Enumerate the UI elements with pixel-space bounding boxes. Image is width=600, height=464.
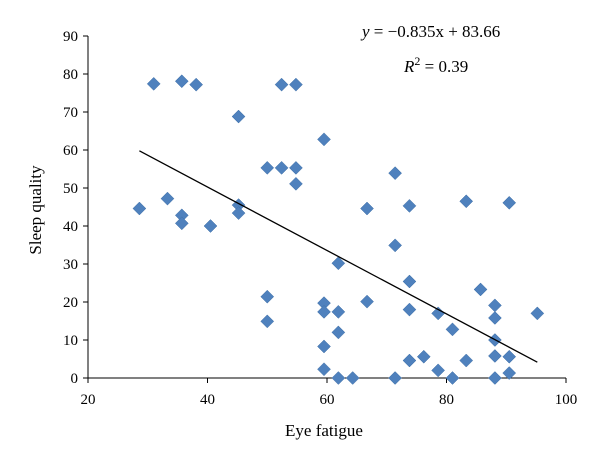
data-point: [289, 161, 303, 175]
data-point: [502, 195, 517, 210]
equation-rhs: = −0.835x + 83.66: [370, 22, 501, 41]
data-point: [331, 325, 346, 340]
data-point: [260, 161, 275, 175]
data-point: [231, 206, 246, 220]
data-point: [231, 109, 246, 124]
data-point: [260, 314, 275, 329]
x-tick-label: 100: [555, 392, 578, 408]
data-point: [345, 371, 360, 385]
data-point: [488, 371, 502, 385]
data-point: [473, 282, 488, 297]
data-point: [274, 161, 289, 175]
y-tick-label: 10: [63, 333, 78, 349]
axes: [87, 36, 566, 379]
data-point: [360, 201, 374, 216]
data-point: [502, 366, 517, 380]
y-tick-label: 70: [63, 105, 78, 121]
data-point: [331, 305, 346, 319]
y-tick-label: 60: [63, 143, 78, 159]
data-point: [416, 349, 431, 364]
y-tick-label: 80: [63, 67, 78, 83]
y-tick-label: 30: [63, 257, 78, 273]
data-point: [317, 132, 331, 147]
data-point: [260, 289, 275, 304]
y-tick-label: 20: [63, 295, 78, 311]
data-point: [459, 194, 474, 209]
r-squared-value: = 0.39: [420, 57, 468, 76]
data-point: [360, 294, 374, 309]
trendline: [139, 150, 538, 363]
data-point: [274, 77, 289, 92]
equation-lhs: y: [360, 22, 370, 41]
data-point: [402, 302, 417, 317]
data-point: [530, 306, 545, 321]
r-squared-label: R2 = 0.39: [403, 54, 468, 76]
data-point: [445, 371, 460, 385]
y-axis-title: Sleep quality: [26, 165, 45, 255]
data-point: [445, 322, 460, 337]
data-point: [289, 77, 303, 92]
x-tick-label: 40: [200, 392, 215, 408]
y-tick-label: 0: [71, 371, 79, 387]
data-point: [402, 353, 417, 368]
y-tick-label: 40: [63, 219, 78, 235]
data-point: [502, 349, 517, 364]
data-point: [174, 216, 189, 231]
data-point: [402, 274, 417, 289]
data-point: [160, 191, 175, 206]
data-point: [388, 166, 402, 181]
data-point: [402, 199, 417, 213]
data-point: [488, 298, 502, 313]
tick-group: 0 10 20 30 40 50 60 70 80 90 20 40 60 80 100: [63, 29, 577, 408]
data-point: [289, 176, 303, 191]
data-point: [203, 219, 218, 233]
data-point: [431, 363, 445, 378]
data-points: [132, 74, 545, 385]
data-point: [317, 339, 331, 354]
trendline-equation: y = −0.835x + 83.66: [360, 22, 500, 41]
data-point: [174, 74, 189, 89]
data-point: [331, 371, 346, 385]
data-point: [388, 238, 402, 253]
data-point: [331, 256, 346, 271]
data-point: [132, 201, 147, 216]
x-tick-label: 60: [320, 392, 335, 408]
data-point: [388, 371, 402, 385]
x-tick-label: 80: [439, 392, 454, 408]
data-point: [459, 353, 474, 368]
x-axis-title: Eye fatigue: [285, 421, 363, 440]
r-squared-exponent: 2: [414, 54, 420, 68]
data-point: [317, 362, 331, 377]
y-tick-label: 90: [63, 29, 78, 45]
data-point: [317, 305, 331, 319]
x-tick-label: 20: [81, 392, 96, 408]
data-point: [488, 349, 502, 363]
data-point: [189, 77, 204, 92]
data-point: [146, 77, 161, 91]
data-point: [488, 311, 502, 325]
y-tick-label: 50: [63, 181, 78, 197]
r-squared-symbol: R: [403, 57, 415, 76]
